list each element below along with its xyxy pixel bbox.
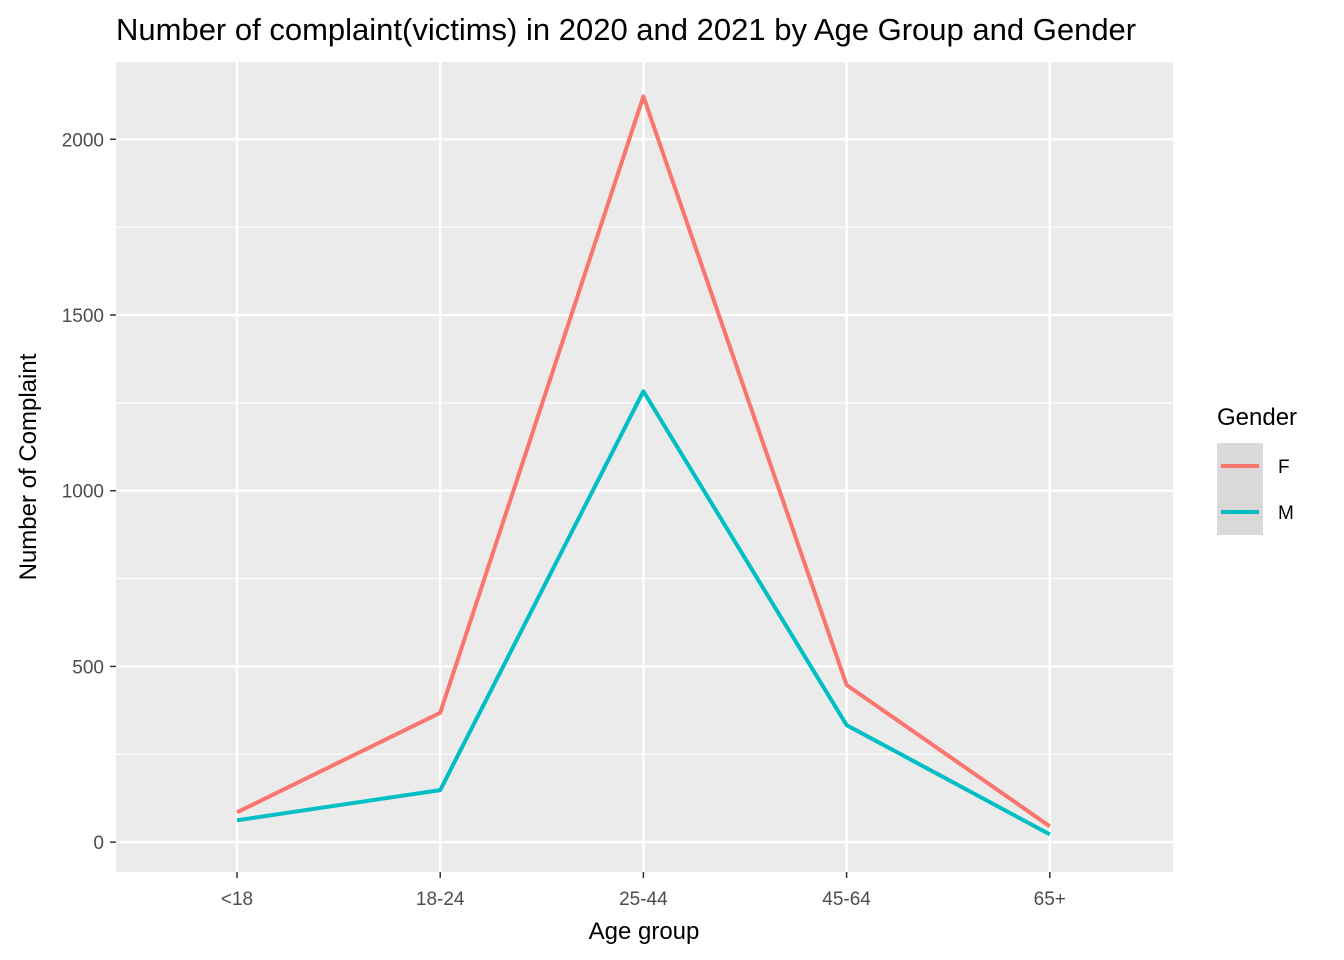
y-tick-label: 2000 bbox=[62, 130, 104, 151]
legend-key-background bbox=[1217, 443, 1263, 535]
legend-label: M bbox=[1278, 503, 1294, 524]
y-tick-label: 500 bbox=[72, 657, 104, 678]
x-tick-label: 65+ bbox=[1034, 889, 1066, 910]
x-tick-label: 45-64 bbox=[822, 889, 871, 910]
legend-item-m: M bbox=[1221, 503, 1294, 524]
legend-label: F bbox=[1278, 457, 1290, 478]
legend-item-f: F bbox=[1221, 457, 1290, 478]
y-tick-label: 1000 bbox=[62, 482, 104, 503]
x-axis-title: Age group bbox=[589, 918, 700, 945]
legend-title: Gender bbox=[1217, 404, 1297, 431]
series-lines bbox=[236, 94, 1051, 837]
chart-title: Number of complaint(victims) in 2020 and… bbox=[116, 12, 1136, 47]
x-tick-label: <18 bbox=[221, 889, 253, 910]
y-tick-label: 0 bbox=[93, 833, 104, 854]
legend: Gender FM bbox=[1217, 404, 1297, 535]
series-line-f bbox=[236, 94, 1051, 828]
x-axis-ticks: <18 18-24 25-44 45-64 65+ bbox=[221, 872, 1066, 910]
y-tick-label: 1500 bbox=[62, 306, 104, 327]
legend-items: FM bbox=[1217, 443, 1294, 535]
y-axis-title: Number of Complaint bbox=[15, 353, 42, 580]
x-tick-label: 25-44 bbox=[619, 889, 668, 910]
x-tick-label: 18-24 bbox=[416, 889, 465, 910]
grid-lines bbox=[116, 62, 1173, 872]
y-axis-ticks: 0 500 1000 1500 2000 bbox=[62, 130, 116, 854]
series-line-m bbox=[236, 389, 1051, 837]
